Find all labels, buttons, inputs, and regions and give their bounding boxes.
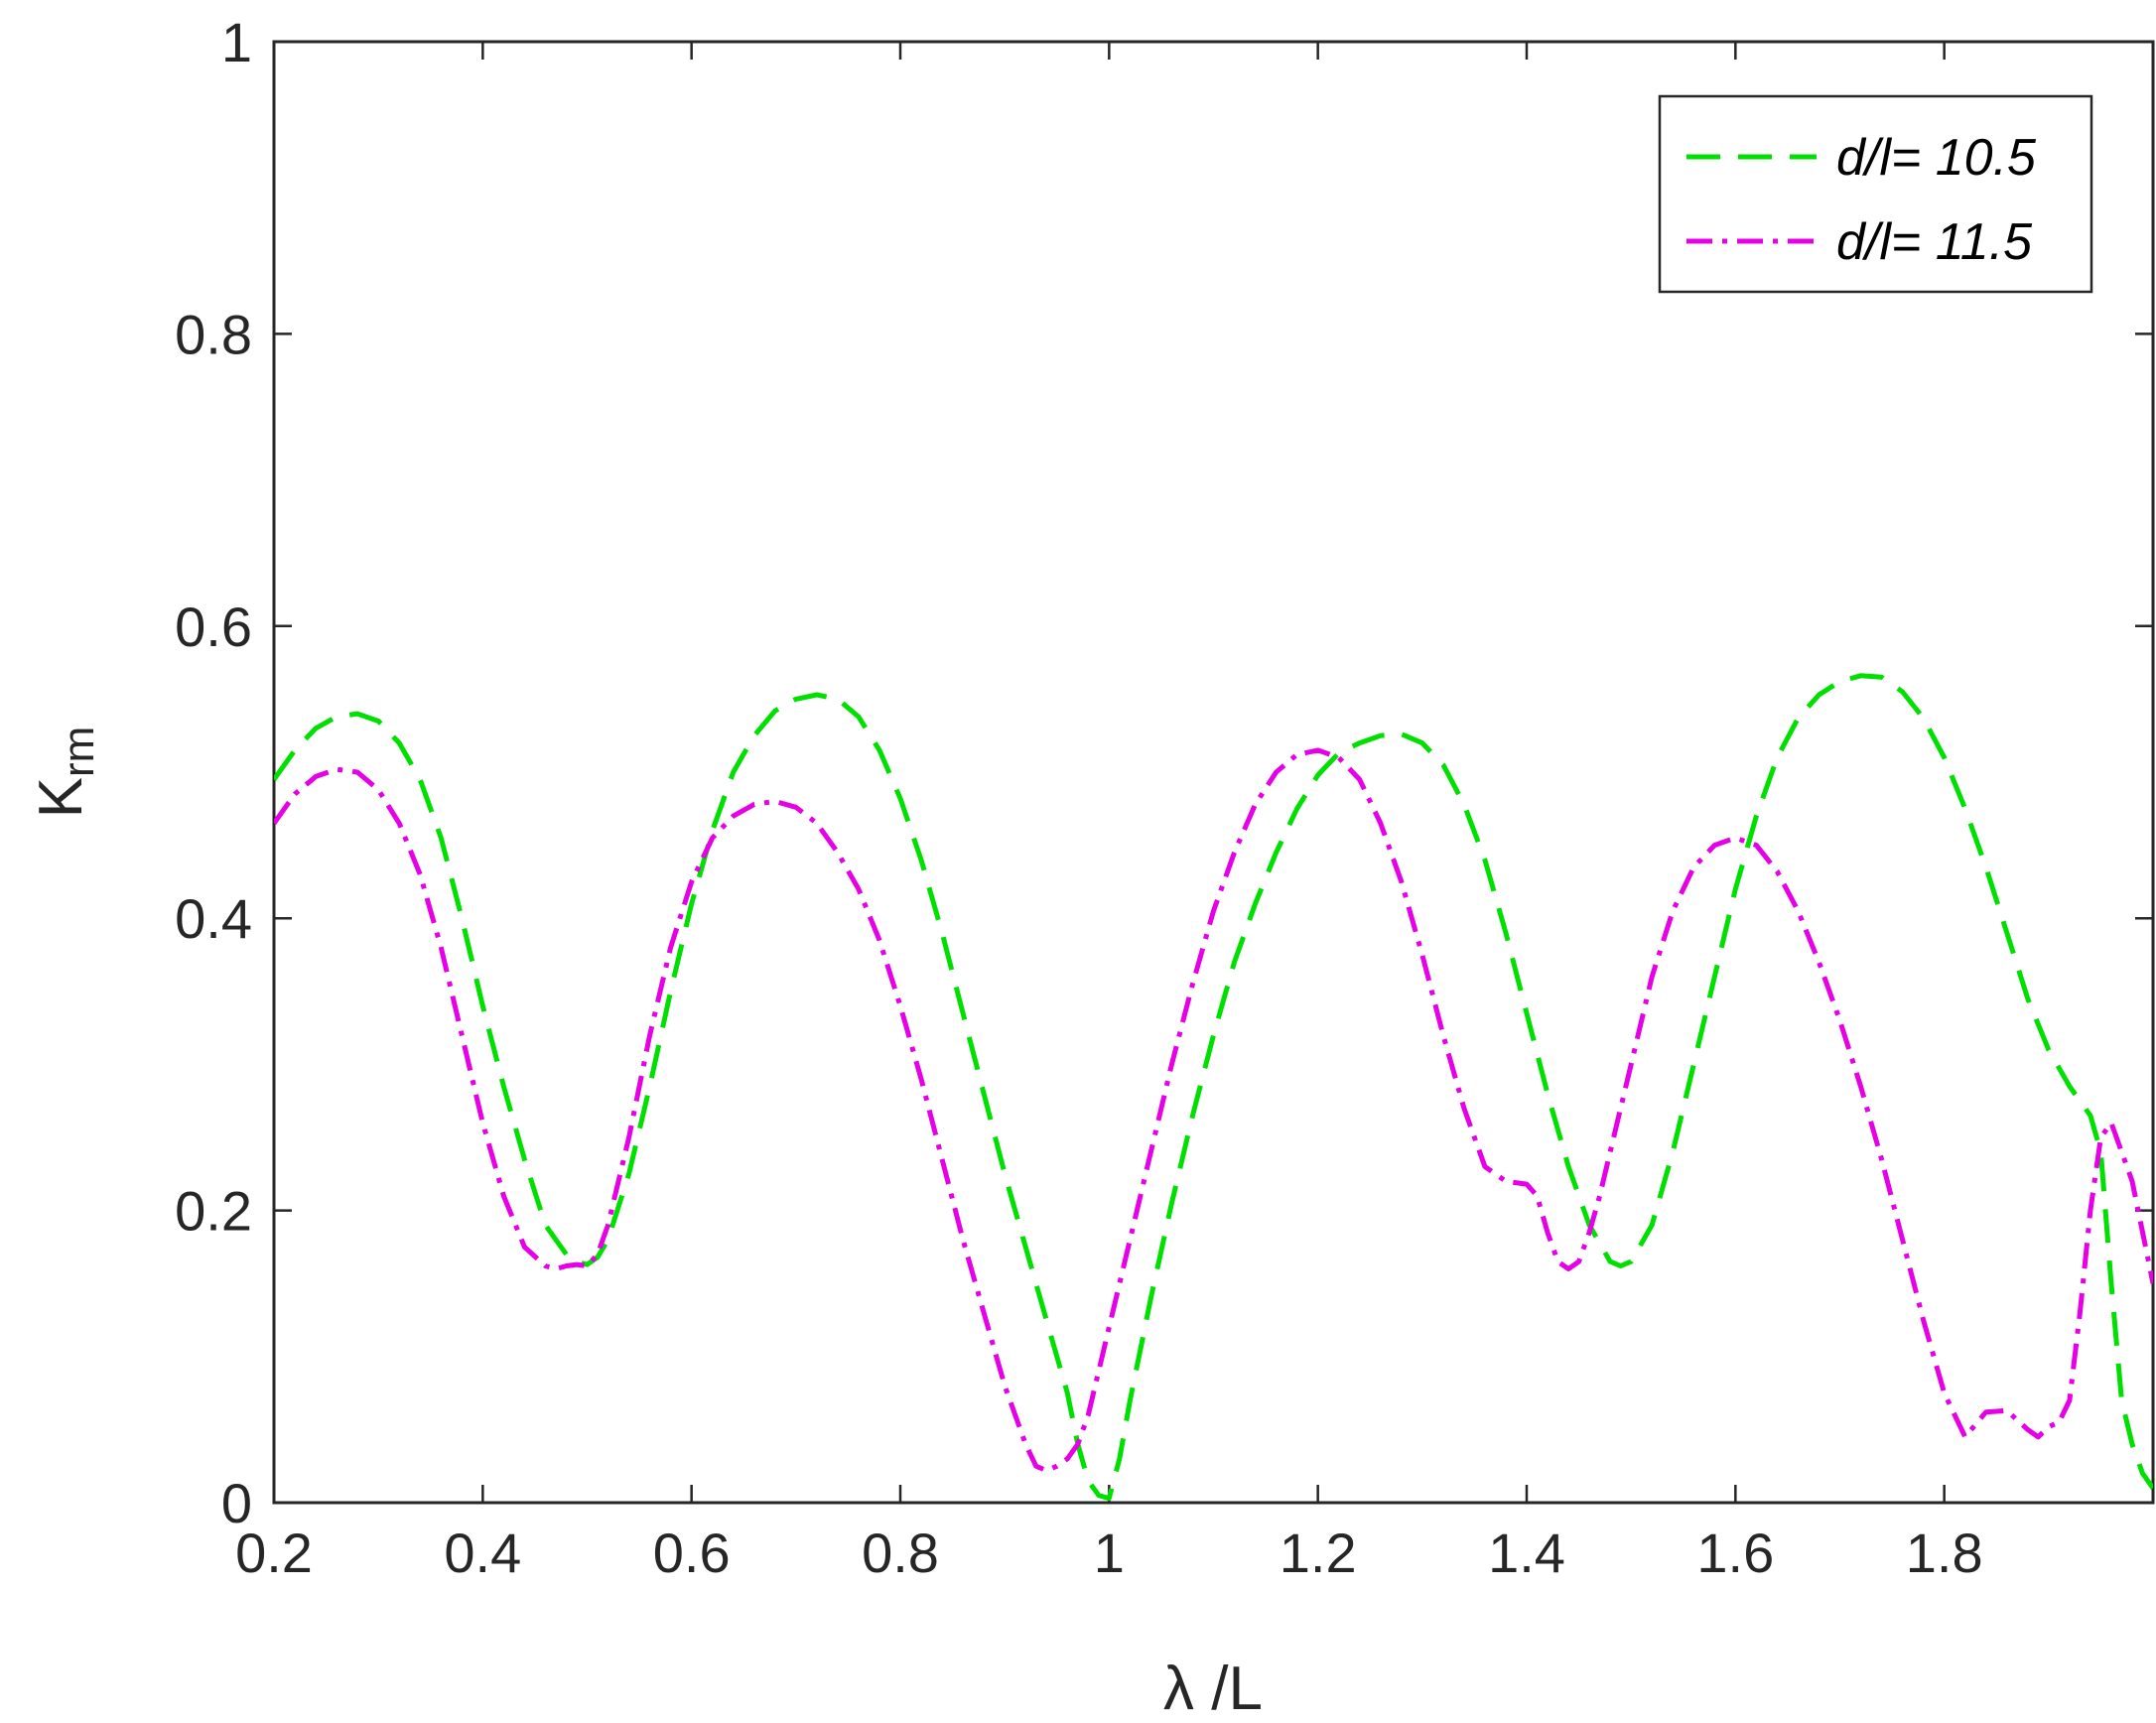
x-tick-label: 1.4 (1488, 1522, 1565, 1584)
y-tick-label: 0 (221, 1472, 252, 1534)
series-layer (274, 673, 2153, 1502)
y-tick-label: 1 (221, 11, 252, 73)
x-tick-label: 0.8 (862, 1522, 939, 1584)
legend-label-series-1: d/l= 10.5 (1836, 129, 2037, 187)
legend-label-series-2: d/l= 11.5 (1836, 213, 2033, 271)
y-tick-label: 0.2 (175, 1180, 252, 1243)
y-tick-label: 0.8 (175, 303, 252, 365)
x-tick-label: 0.6 (653, 1522, 731, 1584)
x-tick-label: 0.4 (444, 1522, 521, 1584)
y-axis-label-main: K (27, 777, 95, 818)
y-axis-label: Krm (27, 727, 103, 819)
y-axis-label-subscript: rm (55, 727, 103, 777)
x-tick-label: 1.8 (1906, 1522, 1983, 1584)
x-tick-label: 1.6 (1696, 1522, 1774, 1584)
legend: d/l= 10.5 d/l= 11.5 (1658, 94, 2093, 294)
series-line-2 (274, 747, 2153, 1474)
legend-box (1658, 94, 2093, 294)
x-axis-label: λ /L (1163, 1655, 1263, 1723)
x-tick-label: 1.2 (1280, 1522, 1357, 1584)
axis-ticks: 0.2 0.4 0.6 0.8 1 1.2 1.4 1.6 1.800.20.40.60.81 (175, 11, 2153, 1584)
y-tick-label: 0.4 (175, 887, 252, 950)
x-tick-label: 1 (1094, 1522, 1125, 1584)
y-tick-label: 0.6 (175, 596, 252, 658)
x-tick-label: 0.2 (235, 1522, 313, 1584)
